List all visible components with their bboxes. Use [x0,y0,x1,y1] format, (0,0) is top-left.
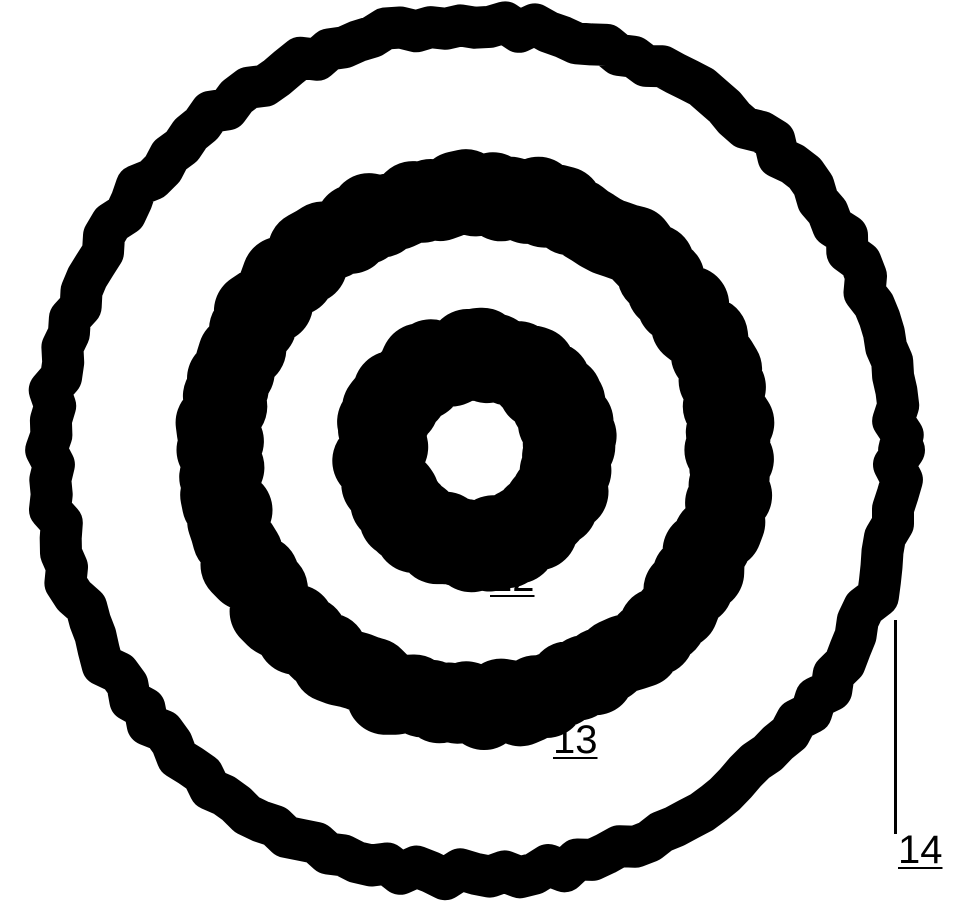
inner-ring [372,348,576,553]
middle-ring [215,188,736,711]
label-13-leader [549,668,552,724]
label-13: 13 [553,720,598,760]
label-12: 12 [490,558,535,598]
label-12-leader [486,525,489,563]
label-14-text: 14 [898,828,943,872]
label-14-leader [894,620,897,834]
label-13-text: 13 [553,718,598,762]
label-14: 14 [898,830,943,870]
label-12-text: 12 [490,556,535,600]
diagram-canvas: 12 13 14 [0,0,968,909]
concentric-rings-svg [0,0,968,909]
